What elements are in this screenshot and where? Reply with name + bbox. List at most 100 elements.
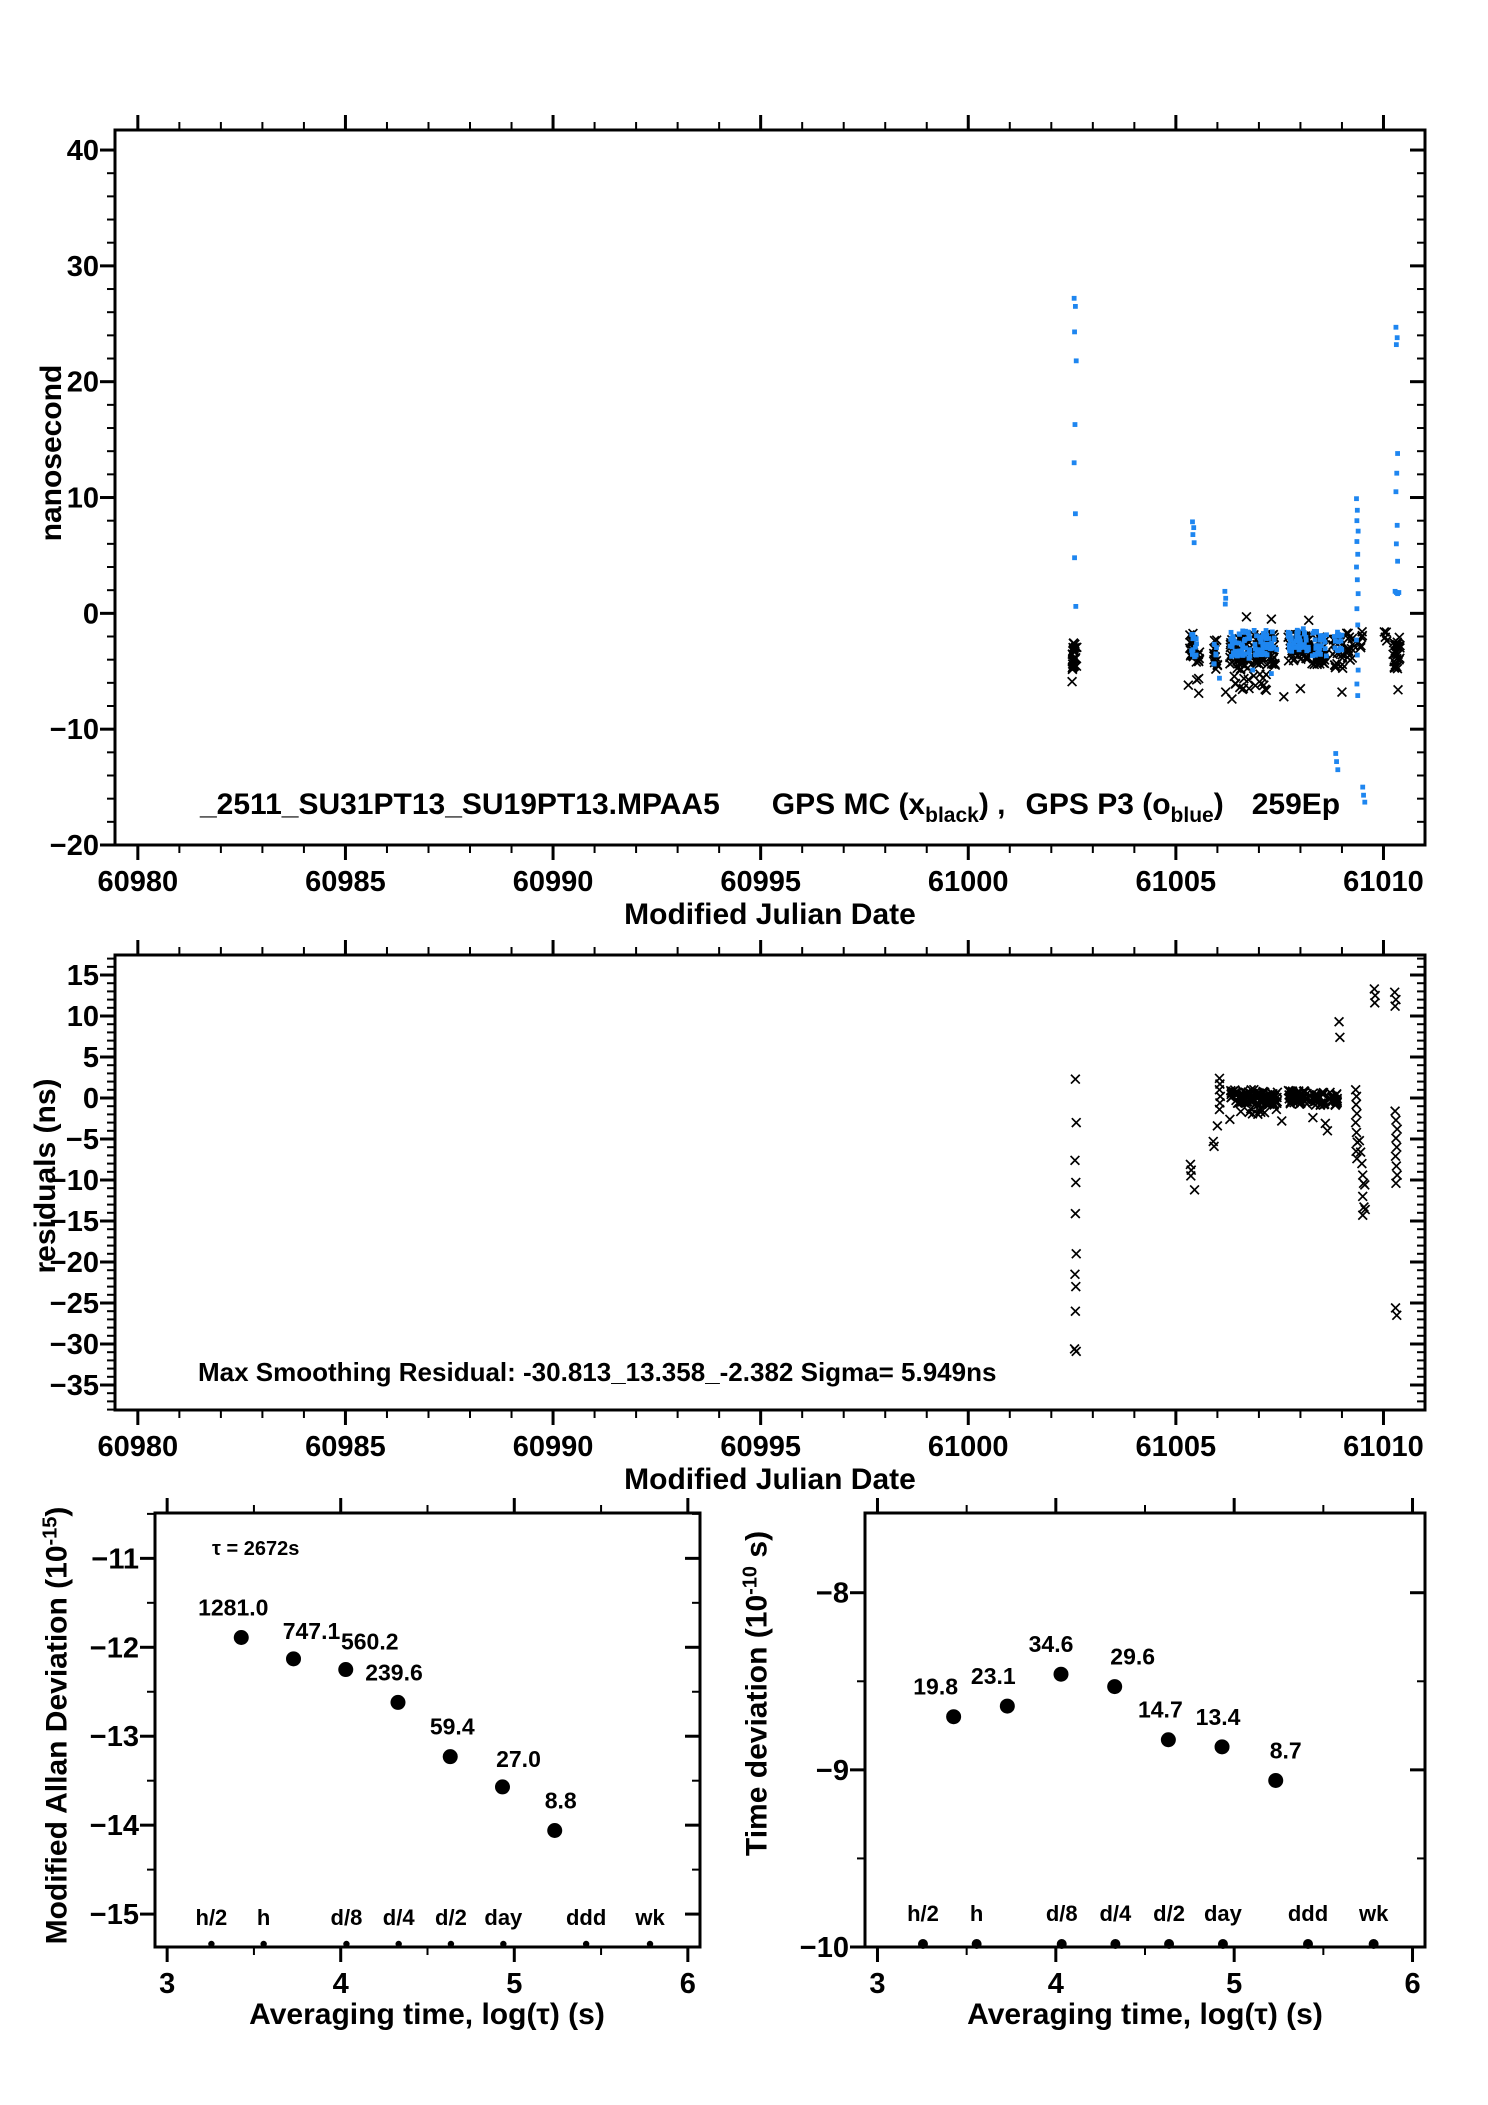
svg-text:34.6: 34.6 (1029, 1631, 1074, 1657)
svg-text:60985: 60985 (305, 1431, 386, 1463)
svg-text:5: 5 (506, 1968, 522, 2000)
svg-text:3: 3 (869, 1968, 885, 2000)
svg-text:10: 10 (67, 1001, 99, 1033)
top-tick-labels: 60980 60985 60990 60995 61000 61005 61010 40 30 2… (50, 135, 1424, 898)
svg-text:61005: 61005 (1136, 866, 1217, 898)
svg-text:−25: −25 (50, 1288, 99, 1320)
top-panel-title: _2511_SU31PT13_SU19PT13.MPAA5 GPS MC (xbl… (200, 788, 1340, 828)
svg-text:747.1: 747.1 (283, 1618, 341, 1644)
svg-text:d/4: d/4 (1099, 1901, 1132, 1926)
svg-text:40: 40 (67, 135, 99, 167)
mid-series-residuals (1069, 983, 1403, 1357)
bl-y-axis-title-text: Modified Allan Deviation (10 (40, 1545, 74, 1945)
svg-text:−9: −9 (816, 1755, 849, 1787)
svg-text:0: 0 (83, 1083, 99, 1115)
title-series2: GPS P3 (o (1025, 788, 1171, 821)
title-series1-sub: black (925, 804, 979, 827)
svg-text:30: 30 (67, 251, 99, 283)
title-series2-close: ) (1213, 788, 1224, 821)
svg-text:6: 6 (680, 1968, 696, 2000)
bl-plot-frame (153, 1511, 702, 1949)
bl-axis-ticks (140, 1498, 700, 1962)
bl-y-axis-title: Modified Allan Deviation (10-15) (40, 1376, 75, 2076)
svg-text:60990: 60990 (513, 1431, 594, 1463)
top-plot-frame (113, 128, 1427, 847)
svg-text:4: 4 (1048, 1968, 1064, 2000)
bl-time-constant-marks: h/2 h d/8 d/4 d/2 day ddd wk (196, 1905, 665, 1948)
svg-text:20: 20 (67, 367, 99, 399)
svg-text:60995: 60995 (720, 866, 801, 898)
svg-text:d/2: d/2 (435, 1905, 467, 1930)
svg-text:61000: 61000 (928, 866, 1009, 898)
mid-x-axis-title: Modified Julian Date (624, 1463, 916, 1496)
svg-text:h/2: h/2 (907, 1901, 939, 1926)
svg-text:61005: 61005 (1136, 1431, 1217, 1463)
svg-text:60980: 60980 (98, 866, 179, 898)
bl-x-axis-title: Averaging time, log(τ) (s) (249, 1998, 605, 2031)
svg-text:60980: 60980 (98, 1431, 179, 1463)
svg-text:−11: −11 (91, 1543, 139, 1575)
svg-text:3: 3 (159, 1968, 175, 2000)
svg-text:60985: 60985 (305, 866, 386, 898)
bl-y-axis-title-close: ) (40, 1506, 74, 1517)
svg-text:h: h (970, 1901, 983, 1926)
svg-text:4: 4 (333, 1968, 349, 2000)
svg-text:27.0: 27.0 (496, 1746, 541, 1772)
title-filename: _2511_SU31PT13_SU19PT13.MPAA5 (200, 788, 720, 821)
mid-panel: 60980 60985 60990 60995 61000 61005 61010 15 10 5… (50, 940, 1427, 1463)
br-y-axis-title-text: Time deviation (10 (740, 1594, 774, 1857)
svg-text:1281.0: 1281.0 (198, 1595, 268, 1621)
svg-text:day: day (484, 1905, 523, 1930)
svg-text:239.6: 239.6 (365, 1659, 423, 1685)
bl-tick-labels: 3 4 5 6 −11 −12 −13 −14 −15 (90, 1543, 696, 2000)
svg-text:−13: −13 (90, 1721, 139, 1753)
svg-text:0: 0 (83, 598, 99, 630)
br-y-axis-title: Time deviation (10-10 s) (740, 1344, 775, 2044)
max-residual-note: Max Smoothing Residual: -30.813_13.358_-… (198, 1357, 997, 1387)
svg-text:13.4: 13.4 (1196, 1704, 1241, 1730)
svg-text:29.6: 29.6 (1110, 1644, 1155, 1670)
bl-panel: 3 4 5 6 −11 −12 −13 −14 −15 1281.0 747.1 560.2 239.6… (90, 1498, 702, 2000)
svg-text:60995: 60995 (720, 1431, 801, 1463)
top-series-gps-p3 (1071, 295, 1402, 805)
svg-text:−35: −35 (50, 1370, 99, 1402)
svg-text:−15: −15 (50, 1206, 99, 1238)
svg-text:d/8: d/8 (1046, 1901, 1078, 1926)
svg-text:5: 5 (83, 1042, 99, 1074)
svg-text:560.2: 560.2 (341, 1629, 399, 1655)
svg-text:−14: −14 (90, 1810, 139, 1842)
bl-y-axis-title-exponent: -15 (39, 1516, 62, 1546)
svg-text:−10: −10 (50, 1165, 99, 1197)
svg-text:−10: −10 (800, 1932, 849, 1964)
svg-text:23.1: 23.1 (971, 1663, 1016, 1689)
svg-text:15: 15 (67, 960, 99, 992)
svg-text:wk: wk (634, 1905, 665, 1930)
title-series2-sub: blue (1170, 804, 1214, 827)
svg-text:5: 5 (1226, 1968, 1242, 2000)
svg-text:61010: 61010 (1343, 866, 1424, 898)
br-data-points: 19.8 23.1 34.6 29.6 14.7 13.4 8.7 (913, 1631, 1302, 1788)
svg-text:−30: −30 (50, 1329, 99, 1361)
tau-annotation: τ = 2672s (212, 1538, 300, 1560)
br-tick-labels: 3 4 5 6 −8 −9 −10 (800, 1578, 1421, 2000)
svg-text:−20: −20 (50, 830, 99, 862)
br-x-axis-title: Averaging time, log(τ) (s) (967, 1998, 1323, 2031)
svg-text:−5: −5 (66, 1124, 99, 1156)
br-plot-frame (863, 1511, 1427, 1949)
svg-text:−12: −12 (90, 1632, 139, 1664)
title-epoch-count: 259Ep (1251, 788, 1341, 821)
mid-plot-frame (113, 953, 1427, 1412)
svg-text:d/4: d/4 (383, 1905, 416, 1930)
svg-text:19.8: 19.8 (913, 1674, 958, 1700)
svg-text:h: h (257, 1905, 270, 1930)
svg-text:59.4: 59.4 (430, 1714, 475, 1740)
br-y-axis-title-exponent: -10 (739, 1565, 762, 1595)
svg-text:−10: −10 (50, 714, 99, 746)
svg-text:61000: 61000 (928, 1431, 1009, 1463)
top-axis-ticks (100, 115, 1425, 860)
svg-text:−8: −8 (816, 1578, 849, 1610)
svg-text:d/2: d/2 (1153, 1901, 1185, 1926)
svg-text:60990: 60990 (513, 866, 594, 898)
